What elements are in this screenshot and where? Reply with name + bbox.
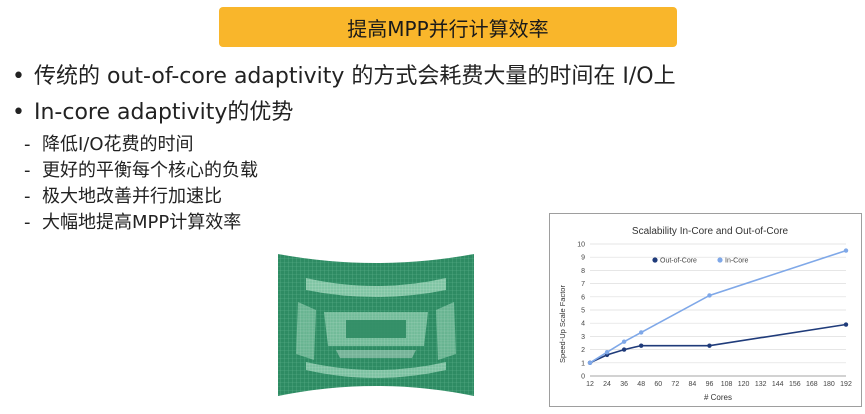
data-point [587,360,593,365]
data-point [621,347,627,352]
x-tick-label: 156 [789,381,801,388]
legend-marker [652,257,658,263]
legend-marker [717,257,723,263]
legend-label: In-Core [725,258,748,265]
data-point [621,339,627,344]
data-point [843,248,849,253]
x-tick-label: 60 [654,381,662,388]
x-tick-label: 180 [823,381,835,388]
x-tick-label: 84 [689,381,697,388]
slide-title-banner: 提高MPP并行计算效率 [219,7,677,47]
x-tick-label: 24 [603,381,611,388]
y-tick-label: 4 [581,321,585,328]
sub-bullet-list: - 降低I/O花费的时间 - 更好的平衡每个核心的负载 - 极大地改善并行加速比… [10,132,865,236]
bullet-text: 传统的 out-of-core adaptivity 的方式会耗费大量的时间在 … [34,64,676,89]
x-tick-label: 48 [637,381,645,388]
y-tick-label: 10 [577,242,585,249]
legend-label: Out-of-Core [660,258,697,265]
bullet-list: • 传统的 out-of-core adaptivity 的方式会耗费大量的时间… [10,62,865,236]
chart-x-axis-label: # Cores [704,393,732,402]
chart-title: Scalability In-Core and Out-of-Core [632,226,789,237]
y-tick-label: 0 [581,374,585,381]
x-tick-label: 192 [840,381,852,388]
sub-bullet-text: 大幅地提高MPP计算效率 [42,212,242,233]
data-point [707,343,712,348]
x-tick-label: 132 [755,381,767,388]
y-tick-label: 3 [581,334,585,341]
chart-series [587,248,849,365]
series-line-in-core [589,249,847,364]
data-point [604,350,610,355]
dash-icon: - [24,212,31,233]
dash-icon: - [24,134,31,155]
chart-legend: Out-of-Core In-Core [652,257,748,265]
x-tick-label: 144 [772,381,784,388]
x-tick-label: 36 [620,381,628,388]
data-point [639,330,644,335]
dash-icon: - [24,186,31,207]
x-tick-label: 96 [706,381,714,388]
slide-title: 提高MPP并行计算效率 [347,16,549,41]
data-point [639,343,644,348]
sub-bullet-item: - 降低I/O花费的时间 [10,132,865,158]
y-tick-label: 8 [581,268,585,275]
bullet-dot-icon: • [12,100,25,125]
sub-bullet-item: - 更好的平衡每个核心的负载 [10,158,865,184]
chart-svg: Scalability In-Core and Out-of-Core 0123… [558,226,852,402]
sub-bullet-item: - 大幅地提高MPP计算效率 [10,210,865,236]
bullet-text: In-core adaptivity的优势 [34,100,294,125]
mesh-illustration [278,254,474,396]
x-tick-label: 168 [806,381,818,388]
data-point [707,293,712,298]
y-tick-label: 6 [581,294,585,301]
y-tick-label: 9 [581,255,585,262]
y-tick-label: 5 [581,308,585,315]
sub-bullet-text: 更好的平衡每个核心的负载 [42,160,258,181]
bullet-in-core: • In-core adaptivity的优势 [10,98,865,128]
x-tick-label: 12 [586,381,594,388]
x-tick-label: 72 [671,381,679,388]
y-tick-label: 7 [581,281,585,288]
sub-bullet-item: - 极大地改善并行加速比 [10,184,865,210]
bullet-out-of-core: • 传统的 out-of-core adaptivity 的方式会耗费大量的时间… [10,62,865,92]
y-tick-label: 2 [581,347,585,354]
mesh-image [276,250,476,400]
data-point [843,322,849,327]
sub-bullet-text: 极大地改善并行加速比 [42,186,222,207]
x-tick-label: 108 [721,381,733,388]
series-line-out-of-core [589,323,847,364]
x-tick-label: 120 [738,381,750,388]
y-tick-label: 1 [581,360,585,367]
sub-bullet-text: 降低I/O花费的时间 [42,134,194,155]
chart-y-axis-label: Speed-Up Scale Factor [558,285,567,363]
dash-icon: - [24,160,31,181]
bullet-dot-icon: • [12,64,25,89]
